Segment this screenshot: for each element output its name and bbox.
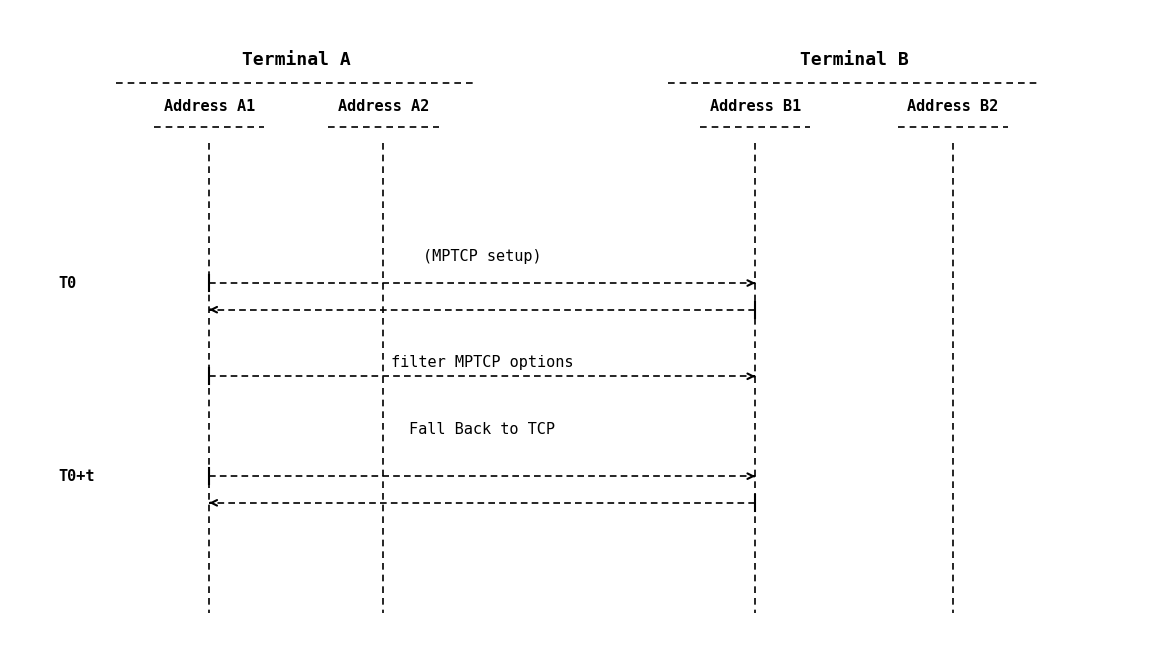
Text: Address B1: Address B1 (710, 99, 801, 114)
Text: Address A2: Address A2 (338, 99, 429, 114)
Text: Address B2: Address B2 (908, 99, 998, 114)
Text: Address A1: Address A1 (164, 99, 254, 114)
Text: filter MPTCP options: filter MPTCP options (390, 354, 574, 370)
Text: T0: T0 (58, 276, 77, 290)
Text: Fall Back to TCP: Fall Back to TCP (409, 422, 555, 437)
Text: Terminal B: Terminal B (799, 51, 909, 69)
Text: T0+t: T0+t (58, 469, 94, 484)
Text: (MPTCP setup): (MPTCP setup) (423, 249, 541, 264)
Text: Terminal A: Terminal A (242, 51, 351, 69)
